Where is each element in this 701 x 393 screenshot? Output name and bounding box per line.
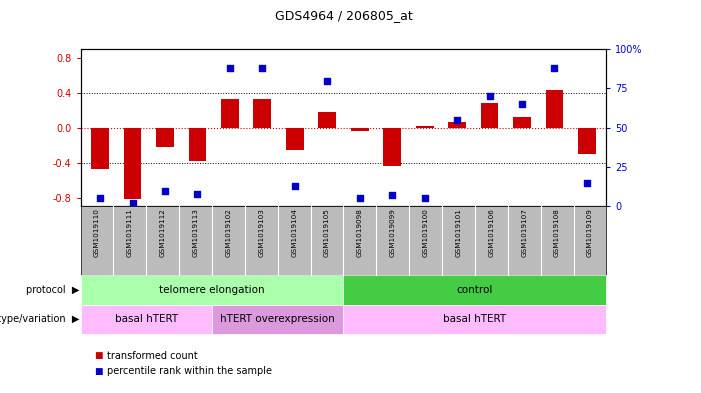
Text: genotype/variation  ▶: genotype/variation ▶ [0,314,79,324]
Point [549,65,560,71]
Point [95,195,106,202]
Bar [350,128,369,131]
Bar [156,128,174,147]
Text: GSM1019111: GSM1019111 [127,208,133,257]
Point [581,180,592,186]
Bar [448,123,466,128]
Bar [481,103,498,128]
Point [224,65,236,71]
Bar [416,126,433,128]
Text: GSM1019107: GSM1019107 [522,208,527,257]
Text: basal hTERT: basal hTERT [443,314,507,324]
Bar [221,99,239,128]
Text: GSM1019103: GSM1019103 [259,208,264,257]
Text: GSM1019098: GSM1019098 [357,208,363,257]
Bar [578,128,596,154]
Text: GSM1019099: GSM1019099 [390,208,396,257]
Point [419,195,430,202]
Text: GSM1019100: GSM1019100 [423,208,428,257]
Bar [513,117,531,128]
Text: GSM1019106: GSM1019106 [489,208,494,257]
Text: GSM1019109: GSM1019109 [587,208,593,257]
Text: GSM1019101: GSM1019101 [456,208,461,257]
Point [354,195,365,202]
Text: GSM1019102: GSM1019102 [226,208,231,257]
Text: GSM1019110: GSM1019110 [94,208,100,257]
Bar [91,128,109,169]
Text: percentile rank within the sample: percentile rank within the sample [107,366,272,376]
Point [517,101,528,107]
Text: GSM1019104: GSM1019104 [291,208,297,257]
Point [290,183,301,189]
Bar [123,128,142,199]
Text: hTERT overexpression: hTERT overexpression [220,314,335,324]
Point [322,77,333,84]
Point [451,117,463,123]
Bar [545,90,564,128]
Point [386,192,397,198]
Text: GDS4964 / 206805_at: GDS4964 / 206805_at [275,9,412,22]
Bar [286,128,304,150]
Text: GSM1019113: GSM1019113 [193,208,198,257]
Text: protocol  ▶: protocol ▶ [26,285,79,295]
Text: telomere elongation: telomere elongation [159,285,265,295]
Point [484,93,495,99]
Text: control: control [457,285,493,295]
Text: GSM1019112: GSM1019112 [160,208,165,257]
Point [257,65,268,71]
Text: transformed count: transformed count [107,351,198,361]
Bar [254,99,271,128]
Point [192,191,203,197]
Bar [189,128,206,161]
Text: GSM1019108: GSM1019108 [554,208,560,257]
Text: basal hTERT: basal hTERT [115,314,178,324]
Point [159,187,170,194]
Text: ■: ■ [95,367,106,376]
Point [127,200,138,206]
Bar [383,128,401,166]
Text: ■: ■ [95,351,106,360]
Text: GSM1019105: GSM1019105 [324,208,330,257]
Bar [318,112,336,128]
